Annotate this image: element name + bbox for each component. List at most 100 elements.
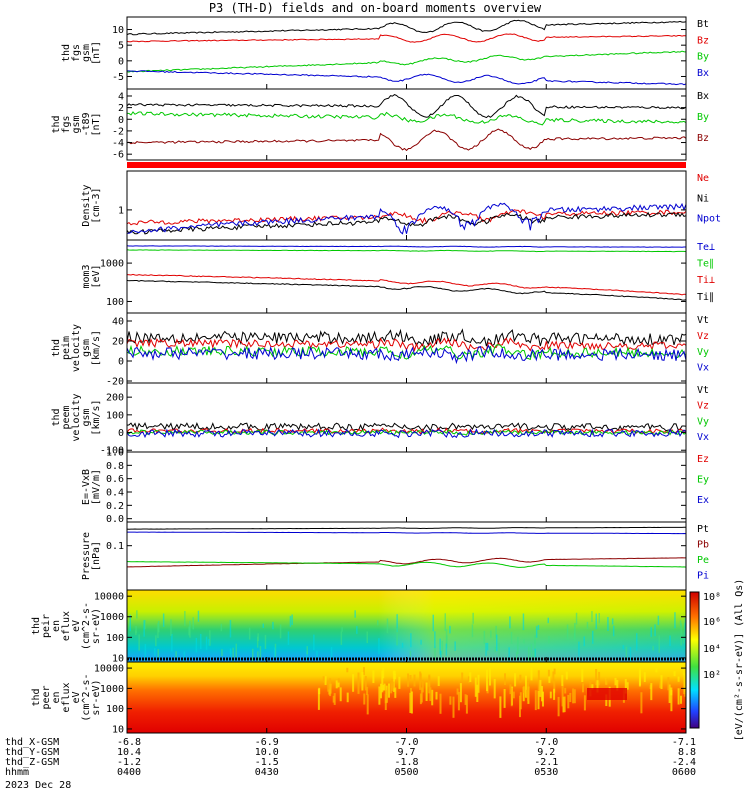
peer_en_eflux-pixel: [413, 674, 416, 687]
pressure-ytick-label: 0.1: [106, 541, 124, 552]
peer_en_eflux-pixel: [565, 671, 568, 680]
peir_en_eflux-overlay: [127, 590, 686, 662]
fgs-ylabel-line: thd: [61, 44, 72, 62]
peer_en_eflux-pixel: [390, 682, 393, 694]
density-legend-Npot: Npot: [697, 214, 721, 225]
peir_en_eflux-pixel: [195, 637, 198, 653]
fgs-frame: [126, 16, 687, 90]
peem_velocity-series-Vx: [126, 428, 687, 439]
peim_velocity-ytick-label: 20: [112, 337, 124, 348]
peer_en_eflux-pixel: [567, 694, 570, 709]
ephemeris-value: -2.4: [672, 757, 696, 768]
fgs_dsl-legend-Bx: Bx: [697, 91, 709, 102]
peir_en_eflux-pixel: [611, 618, 614, 625]
peem_velocity-series-Vt: [126, 422, 687, 432]
peer_en_eflux-pixel: [523, 685, 525, 694]
temperature-legend-Te⊥: Te⊥: [697, 242, 715, 253]
efield-legend-Ex: Ex: [697, 495, 709, 506]
quality-flag-bar: [127, 162, 686, 168]
peim_velocity-legend-Vz: Vz: [697, 331, 709, 342]
peer_en_eflux-ylabel-line: eflux: [61, 682, 72, 712]
peer_en_eflux-pixel: [477, 674, 480, 693]
efield-legend-Ez: Ez: [697, 454, 709, 465]
panel-pressure: 0.1 Pressure [nPa] Pt Pb Pe Pi: [81, 521, 709, 591]
colorbar-tick-label: 10⁶: [703, 617, 721, 628]
fgs-legend-Bx: Bx: [697, 68, 709, 79]
temperature-ylabel-line: mom3: [81, 264, 92, 288]
peir_en_eflux-pixel: [471, 624, 474, 638]
colorbar-tick-label: 10⁴: [703, 644, 721, 655]
pressure-series-Pt: [126, 526, 686, 530]
peer_en_eflux-pixel: [449, 696, 452, 705]
peer_en_eflux-pixel: [572, 688, 575, 704]
peir_en_eflux-pixel: [136, 610, 138, 619]
peir_en_eflux-pixel: [410, 633, 412, 648]
peir_en_eflux-pixel: [534, 635, 536, 644]
ephemeris-value: -6.8: [117, 737, 141, 748]
pressure-legend-Pt: Pt: [697, 524, 709, 535]
efield-frame: [126, 451, 687, 523]
peir_en_eflux-pixel: [188, 626, 190, 636]
peir_en_eflux-pixel: [306, 646, 308, 655]
fgs_dsl-legend-Bz: Bz: [697, 133, 709, 144]
fgs_dsl-ylabel-line: gsm: [71, 115, 82, 133]
peir_en_eflux-pixel: [440, 650, 442, 658]
temperature-series-Ti⊥: [126, 273, 687, 296]
efield-ytick-label: 0.8: [106, 461, 124, 472]
peem_velocity-ylabel-line: velocity: [71, 393, 82, 441]
peir_en_eflux-pixel: [534, 640, 536, 657]
peir_en_eflux-pixel: [154, 648, 156, 656]
peir_en_eflux-pixel: [189, 620, 191, 638]
peir_en_eflux-pixel: [396, 627, 398, 646]
page-title: P3 (TH-D) fields and on-board moments ov…: [208, 1, 542, 15]
peer_en_eflux-pixel: [429, 687, 432, 701]
peir_en_eflux-pixel: [409, 650, 412, 657]
peir_en_eflux-ylabel-line: sr-eV): [91, 608, 102, 644]
peir_en_eflux-pixel: [378, 638, 380, 655]
fgs_dsl-series-By: [126, 111, 687, 126]
peer_en_eflux-pixel: [514, 673, 517, 687]
peer_en_eflux-pixel: [638, 670, 641, 687]
peir_en_eflux-pixel: [444, 613, 446, 631]
peir_en_eflux-ylabel-line: eflux: [61, 611, 72, 641]
peer_en_eflux-pixel: [352, 674, 355, 692]
density-series-Ne: [126, 209, 687, 226]
peer_en_eflux-pixel: [363, 667, 365, 675]
ephemeris-value: 0430: [255, 767, 279, 778]
peir_en_eflux-pixel: [340, 631, 343, 645]
peer_en_eflux-pixel: [668, 684, 671, 703]
peir_en_eflux-ylabel-line: (cm^2-s-: [81, 602, 92, 650]
peer_en_eflux-pixel: [409, 675, 412, 680]
peir_en_eflux-pixel: [289, 615, 292, 627]
peer_en_eflux-pixel: [677, 676, 680, 682]
peer_en_eflux-pixel: [605, 694, 608, 706]
peir_en_eflux-pixel: [341, 627, 343, 632]
fgs_dsl-ylabel-line: [nT]: [91, 112, 102, 136]
peer_en_eflux-ylabel-line: thd: [31, 688, 42, 706]
peir_en_eflux-pixel: [170, 619, 172, 636]
peem_velocity-legend-Vy: Vy: [697, 416, 709, 427]
peer_en_eflux-pixel: [582, 683, 584, 693]
peer_en_eflux-pixel: [605, 678, 608, 685]
ephemeris-label: thd_Y-GSM: [5, 747, 59, 758]
peem_velocity-ytick-label: 0: [118, 428, 124, 439]
peer_en_eflux-pixel: [366, 686, 369, 695]
ephemeris-value: -7.1: [672, 737, 696, 748]
peer_en_eflux-pixel: [409, 692, 412, 713]
peer_en_eflux-pixel: [549, 691, 552, 699]
peir_en_eflux-pixel: [434, 631, 436, 648]
fgs-series-Bx: [127, 70, 687, 86]
peir_en_eflux-pixel: [377, 620, 379, 626]
density-frame: [126, 170, 687, 241]
peir_en_eflux-ytick-label: 10: [112, 653, 124, 664]
peer_en_eflux-ylabel-line: eV: [71, 691, 82, 703]
fgs_dsl-legend-By: By: [697, 112, 709, 123]
peer_en_eflux-pixel: [510, 687, 513, 707]
peir_en_eflux-ytick-label: 10000: [94, 592, 124, 603]
peer_en_eflux-pixel: [428, 676, 431, 687]
peer_en_eflux-pixel: [626, 682, 629, 690]
ephemeris-value: -2.1: [534, 757, 558, 768]
peir_en_eflux-pixel: [629, 647, 632, 664]
colorbar-tick-label: 10²: [703, 670, 721, 681]
peir_en_eflux-pixel: [272, 621, 274, 630]
